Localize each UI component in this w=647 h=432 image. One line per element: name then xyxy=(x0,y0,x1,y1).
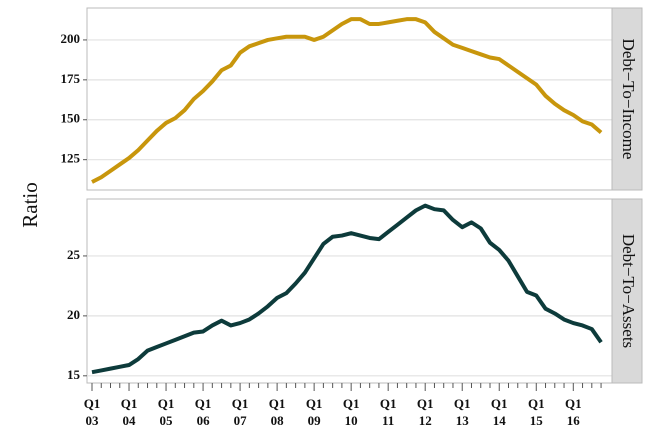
data-line xyxy=(91,203,603,375)
x-tick-label: Q1 04 xyxy=(121,396,138,428)
y-tick-label: 20 xyxy=(67,307,80,322)
x-tick-label: Q1 15 xyxy=(528,396,545,428)
strip-label: Debt−To−Income xyxy=(619,39,638,160)
x-tick-label: Q1 06 xyxy=(195,396,212,428)
x-tick-label: Q1 12 xyxy=(417,396,434,428)
x-tick-label: Q1 13 xyxy=(454,396,471,428)
y-tick-label: 15 xyxy=(67,367,81,382)
strip-label: Debt−To−Assets xyxy=(619,234,638,348)
y-tick-label: 25 xyxy=(67,247,81,262)
x-tick-label: Q1 07 xyxy=(232,396,249,428)
x-tick-label: Q1 05 xyxy=(158,396,175,428)
y-tick-label: 200 xyxy=(61,31,81,46)
x-tick-label: Q1 11 xyxy=(380,396,397,428)
strip-background xyxy=(611,198,643,384)
y-tick-label: 175 xyxy=(61,71,81,86)
panel-background xyxy=(86,7,613,191)
x-tick-label: Q1 08 xyxy=(269,396,286,428)
x-tick-label: Q1 09 xyxy=(306,396,323,428)
x-tick-label: Q1 10 xyxy=(343,396,360,428)
x-tick-label: Q1 03 xyxy=(84,396,101,428)
y-axis-label: Ratio xyxy=(18,182,42,228)
x-tick-label: Q1 16 xyxy=(565,396,582,428)
data-line xyxy=(91,17,603,184)
y-tick-label: 125 xyxy=(61,151,81,166)
x-tick-label: Q1 14 xyxy=(491,396,508,428)
y-tick-label: 150 xyxy=(61,111,81,126)
panel-background xyxy=(86,198,613,384)
strip-background xyxy=(611,7,643,191)
